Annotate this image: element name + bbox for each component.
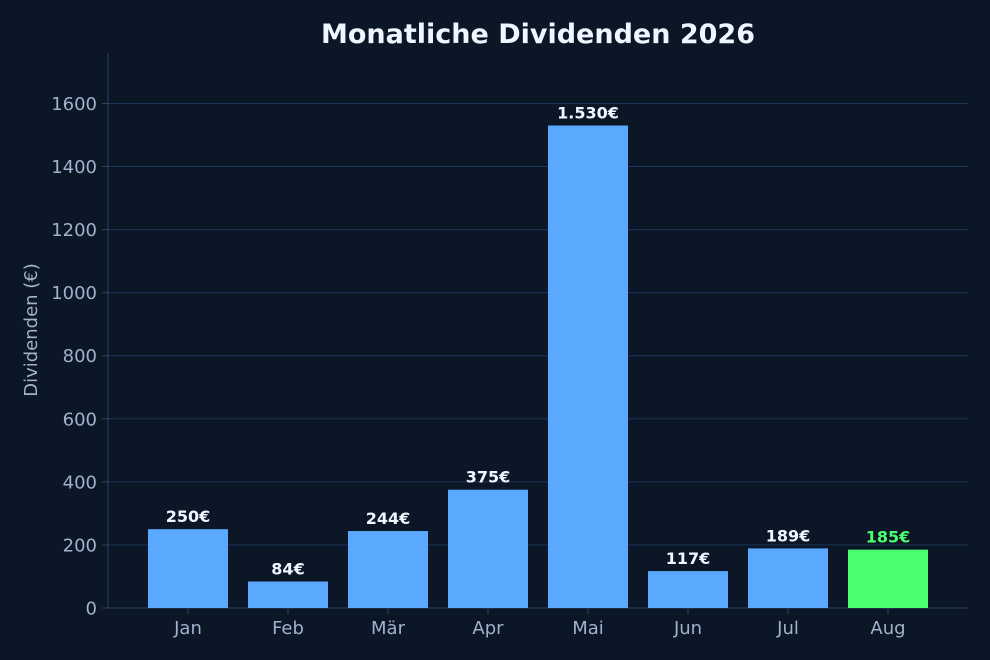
x-tick-label: Jan [173,618,202,639]
axes [102,53,968,614]
bar-mär [348,531,428,608]
data-label: 250€ [166,507,211,526]
y-tick-label: 1000 [51,283,97,304]
bar-aug [848,549,928,608]
y-tick-label: 0 [86,599,97,620]
x-tick-label: Mai [572,618,604,639]
chart-title: Monatliche Dividenden 2026 [321,19,755,50]
data-labels: 250€ 84€ 244€ 375€ 1.530€ 117€ 189€ 185€ [166,104,911,579]
grid-lines [108,102,968,546]
data-label: 117€ [666,549,711,568]
x-tick-label: Feb [272,618,304,639]
bar-jun [648,571,728,608]
bar-jul [748,548,828,608]
x-tick-label: Apr [472,618,504,639]
data-label: 84€ [271,560,304,579]
bars [148,125,928,608]
x-tick-label: Jul [776,618,799,639]
data-label: 189€ [766,526,811,545]
bar-apr [448,489,528,608]
x-tick-label: Mär [371,618,406,639]
data-label: 185€ [866,528,911,547]
y-tick-label: 600 [63,409,97,430]
y-tick-label: 1400 [51,157,97,178]
bar-mai [548,125,628,608]
bar-jan [148,529,228,608]
data-label: 1.530€ [557,104,619,123]
y-tick-label: 400 [63,472,97,493]
y-tick-label: 1200 [51,220,97,241]
y-axis-label: Dividenden (€) [21,263,42,397]
data-label: 375€ [466,468,511,487]
y-tick-label: 200 [63,535,97,556]
x-tick-label: Jun [673,618,702,639]
data-label: 244€ [366,509,411,528]
tick-labels: 0 200 400 600 800 1000 1200 1400 1600 Jan Feb Mär Ap… [51,94,905,639]
bar-feb [248,581,328,608]
y-tick-label: 800 [63,346,97,367]
x-tick-label: Aug [870,618,905,639]
y-tick-label: 1600 [51,94,97,115]
